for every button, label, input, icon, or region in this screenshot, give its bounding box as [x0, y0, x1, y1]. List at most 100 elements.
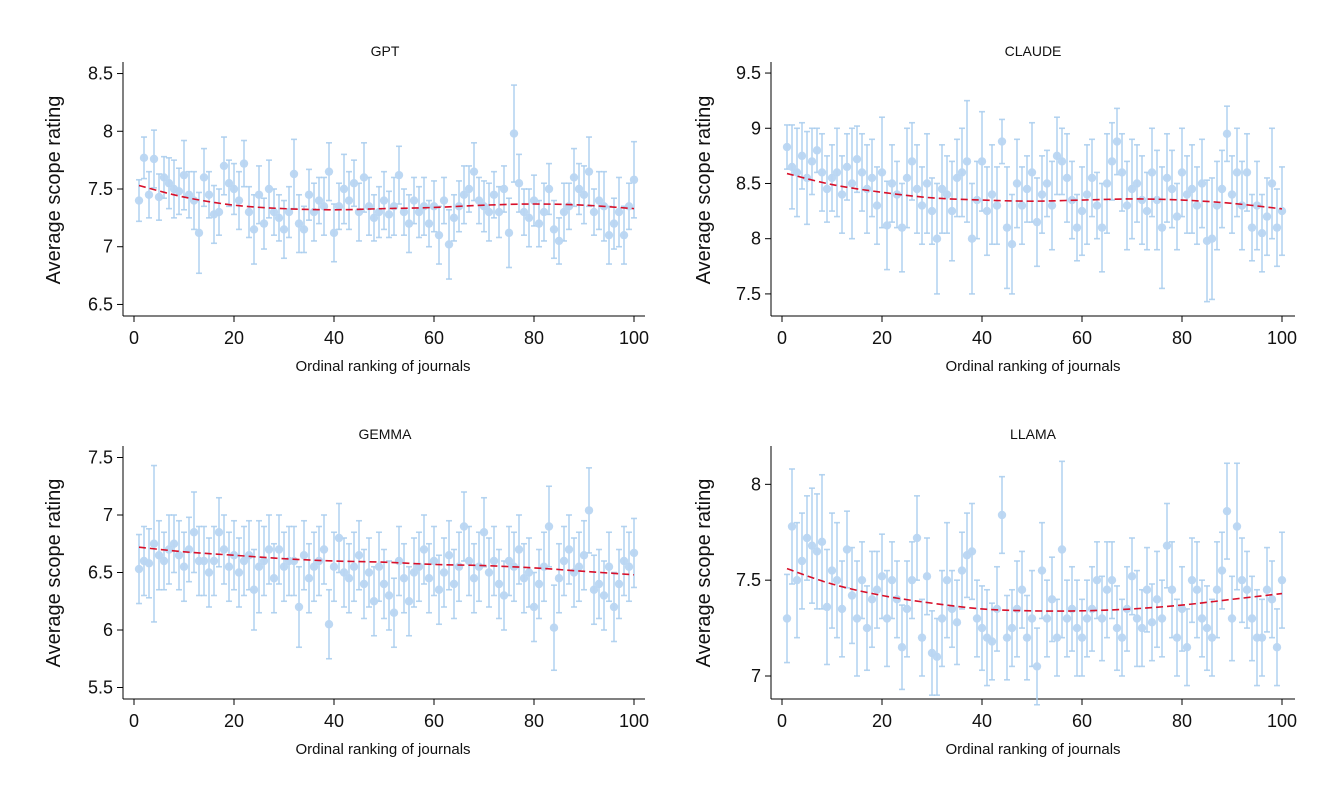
data-point: [584, 506, 594, 515]
data-point: [324, 167, 334, 176]
y-tick-label: 7: [103, 237, 113, 257]
data-point: [1097, 614, 1107, 623]
data-point: [374, 562, 384, 571]
data-point: [1012, 179, 1022, 188]
data-point: [279, 562, 289, 571]
data-point: [1212, 585, 1222, 594]
data-point: [1107, 157, 1117, 166]
data-point: [1117, 168, 1127, 177]
fit-line: [138, 546, 635, 576]
data-point: [414, 562, 424, 571]
data-point: [494, 207, 504, 217]
data-point: [599, 591, 609, 600]
data-point: [444, 240, 454, 249]
data-point: [149, 154, 159, 164]
data-point: [1037, 190, 1047, 199]
data-point: [1242, 168, 1252, 177]
data-point: [792, 168, 802, 177]
data-point: [1182, 190, 1192, 199]
data-point: [1062, 173, 1072, 183]
data-point: [1032, 662, 1042, 671]
data-point: [489, 556, 499, 566]
y-tick-label: 8: [751, 474, 761, 494]
data-point: [379, 579, 389, 589]
data-point: [812, 146, 822, 155]
data-point: [529, 196, 539, 205]
data-point: [519, 207, 529, 217]
data-point: [1057, 545, 1067, 554]
data-point: [1062, 614, 1072, 623]
data-point: [299, 551, 309, 560]
data-point: [832, 168, 842, 177]
data-point: [932, 234, 942, 243]
data-point: [514, 545, 524, 554]
data-point: [1102, 585, 1112, 594]
data-point: [394, 170, 404, 180]
data-point: [1257, 633, 1267, 642]
y-tick-label: 7: [751, 666, 761, 686]
data-point: [544, 184, 554, 194]
data-point: [837, 604, 847, 614]
data-point: [1217, 184, 1227, 194]
data-point: [1092, 575, 1102, 585]
x-tick-label: 0: [129, 328, 139, 348]
data-point: [847, 179, 857, 188]
y-tick-label: 6.5: [88, 563, 113, 583]
data-point: [1267, 179, 1277, 188]
data-point: [274, 545, 284, 554]
x-tick-label: 0: [777, 711, 787, 731]
fit-line: [138, 184, 635, 211]
data-point: [614, 207, 624, 217]
data-point: [797, 556, 807, 566]
data-point: [609, 602, 619, 612]
data-point: [1087, 604, 1097, 614]
data-point: [359, 579, 369, 589]
data-point: [917, 633, 927, 642]
data-point: [304, 574, 314, 583]
y-tick-label: 9.5: [736, 63, 761, 83]
data-point: [259, 556, 269, 566]
data-point: [369, 597, 379, 606]
data-point: [1017, 585, 1027, 594]
x-axis-title: Ordinal ranking of journals: [295, 741, 470, 758]
data-point: [399, 574, 409, 583]
x-tick-label: 40: [324, 711, 344, 731]
data-point: [907, 157, 917, 166]
data-point: [952, 173, 962, 183]
data-point: [1172, 212, 1182, 221]
data-point: [817, 168, 827, 177]
data-point: [199, 173, 209, 182]
data-point: [454, 562, 464, 571]
data-point: [1107, 575, 1117, 585]
data-point: [1177, 604, 1187, 614]
data-point: [314, 196, 324, 205]
data-point: [384, 210, 394, 219]
data-point: [344, 574, 354, 583]
data-point: [1177, 168, 1187, 177]
data-point: [842, 162, 852, 172]
y-tick-label: 5.5: [88, 678, 113, 698]
data-point: [164, 179, 174, 188]
data-point: [1132, 179, 1142, 188]
data-point: [349, 562, 359, 571]
x-tick-label: 80: [1172, 711, 1192, 731]
data-point: [967, 547, 977, 556]
data-point: [1277, 575, 1287, 585]
x-tick-label: 40: [324, 328, 344, 348]
data-point: [559, 556, 569, 566]
data-point: [264, 545, 274, 554]
x-tick-label: 20: [872, 711, 892, 731]
data-point: [802, 533, 812, 543]
data-point: [269, 574, 279, 583]
data-point: [459, 190, 469, 199]
data-point: [394, 556, 404, 566]
data-point: [424, 574, 434, 583]
y-axis-title: Average scope rating: [43, 479, 65, 668]
data-point: [1162, 541, 1172, 550]
data-point: [144, 190, 154, 199]
data-point: [294, 219, 304, 228]
data-point: [319, 545, 329, 554]
y-tick-label: 6: [103, 620, 113, 640]
x-tick-label: 80: [524, 711, 544, 731]
data-point: [1167, 184, 1177, 194]
